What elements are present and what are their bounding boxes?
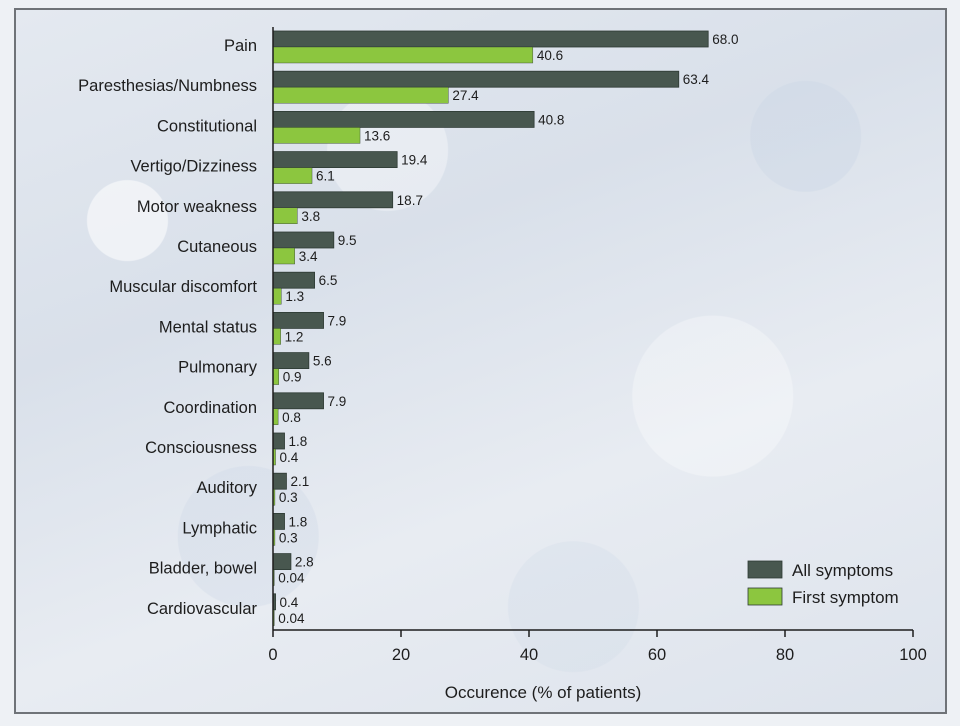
- value-label-all-symptoms: 7.9: [328, 394, 347, 409]
- bar-all-symptoms: [272, 392, 324, 410]
- value-label-all-symptoms: 6.5: [319, 273, 338, 288]
- bar-all-symptoms: [272, 553, 292, 570]
- bar-first-symptom: [272, 86, 449, 104]
- bar-first-symptom: [272, 167, 313, 184]
- bar-first-symptom: [272, 127, 361, 144]
- bar-all-symptoms: [272, 111, 535, 128]
- value-label-first-symptom: 0.04: [278, 571, 305, 586]
- bar-all-symptoms: [272, 472, 287, 490]
- x-tick-label: 100: [899, 646, 927, 664]
- value-label-all-symptoms: 40.8: [538, 112, 564, 127]
- category-label: Pulmonary: [178, 359, 258, 377]
- category-label: Lymphatic: [182, 519, 257, 537]
- value-label-first-symptom: 0.4: [280, 450, 299, 465]
- bar-first-symptom: [272, 368, 279, 385]
- category-label: Paresthesias/Numbness: [78, 77, 257, 95]
- category-label: Coordination: [163, 399, 257, 417]
- value-label-all-symptoms: 1.8: [289, 514, 308, 529]
- value-label-first-symptom: 3.8: [301, 209, 320, 224]
- category-label: Pain: [224, 37, 257, 55]
- value-label-first-symptom: 1.3: [285, 289, 304, 304]
- category-label: Auditory: [196, 479, 257, 497]
- category-label: Motor weakness: [137, 198, 257, 216]
- bar-all-symptoms: [272, 30, 709, 48]
- legend-swatch-all-symptoms: [747, 560, 783, 579]
- value-label-first-symptom: 0.9: [283, 370, 302, 385]
- value-label-all-symptoms: 0.4: [280, 595, 299, 610]
- x-tick-label: 80: [776, 646, 794, 664]
- value-label-all-symptoms: 2.8: [295, 555, 314, 570]
- category-label: Mental status: [159, 318, 257, 336]
- value-label-first-symptom: 0.8: [282, 410, 301, 425]
- category-label: Muscular discomfort: [109, 278, 257, 296]
- x-axis-title: Occurence (% of patients): [445, 683, 642, 702]
- x-ticks: 0 20 40 60 80 100: [268, 630, 927, 664]
- value-label-first-symptom: 6.1: [316, 169, 335, 184]
- value-label-all-symptoms: 2.1: [290, 474, 309, 489]
- value-label-all-symptoms: 68.0: [712, 32, 738, 47]
- bar-first-symptom: [272, 247, 295, 265]
- bars-group: [272, 30, 709, 626]
- category-label: Constitutional: [157, 117, 257, 135]
- value-label-first-symptom: 3.4: [299, 249, 318, 264]
- value-label-all-symptoms: 7.9: [328, 313, 347, 328]
- category-label: Vertigo/Dizziness: [130, 158, 257, 176]
- legend-swatch-first-symptom: [747, 587, 783, 606]
- value-label-all-symptoms: 19.4: [401, 153, 428, 168]
- value-label-first-symptom: 13.6: [364, 128, 390, 143]
- bar-first-symptom: [272, 207, 298, 225]
- bar-all-symptoms: [272, 231, 335, 249]
- legend: All symptoms First symptom: [747, 560, 899, 607]
- bar-all-symptoms: [272, 352, 310, 370]
- value-label-all-symptoms: 18.7: [397, 193, 423, 208]
- category-label: Cutaneous: [177, 238, 257, 256]
- bar-all-symptoms: [272, 191, 394, 209]
- x-tick-label: 40: [520, 646, 538, 664]
- value-label-first-symptom: 1.2: [285, 329, 304, 344]
- bar-all-symptoms: [272, 432, 285, 450]
- x-tick-label: 20: [392, 646, 410, 664]
- legend-label-all-symptoms: All symptoms: [792, 561, 893, 580]
- bar-first-symptom: [272, 288, 282, 305]
- bar-all-symptoms: [272, 151, 398, 169]
- bar-first-symptom: [272, 328, 281, 345]
- category-label: Cardiovascular: [147, 600, 258, 618]
- x-tick-label: 60: [648, 646, 666, 664]
- bar-all-symptoms: [272, 70, 680, 88]
- value-label-first-symptom: 0.04: [278, 611, 305, 626]
- value-label-first-symptom: 0.3: [279, 490, 298, 505]
- category-label: Consciousness: [145, 439, 257, 457]
- value-labels: 68.0 40.6 63.4 27.4 40.8 13.6 19.4 6.1 18.7 3.8 9.…: [278, 32, 738, 626]
- value-label-all-symptoms: 1.8: [289, 434, 308, 449]
- bar-all-symptoms: [272, 513, 285, 530]
- bar-first-symptom: [272, 408, 279, 425]
- value-label-all-symptoms: 9.5: [338, 233, 357, 248]
- value-label-all-symptoms: 5.6: [313, 354, 332, 369]
- x-tick-label: 0: [268, 646, 277, 664]
- value-label-first-symptom: 40.6: [537, 48, 563, 63]
- bar-first-symptom: [272, 46, 534, 64]
- bar-all-symptoms: [272, 271, 315, 289]
- category-label: Bladder, bowel: [149, 560, 257, 578]
- bar-all-symptoms: [272, 311, 324, 329]
- value-label-all-symptoms: 63.4: [683, 72, 710, 87]
- category-labels: Pain Paresthesias/Numbness Constitutional V…: [78, 37, 258, 618]
- value-label-first-symptom: 27.4: [452, 88, 479, 103]
- value-label-first-symptom: 0.3: [279, 530, 298, 545]
- x-axis: [272, 27, 913, 631]
- legend-label-first-symptom: First symptom: [792, 588, 899, 607]
